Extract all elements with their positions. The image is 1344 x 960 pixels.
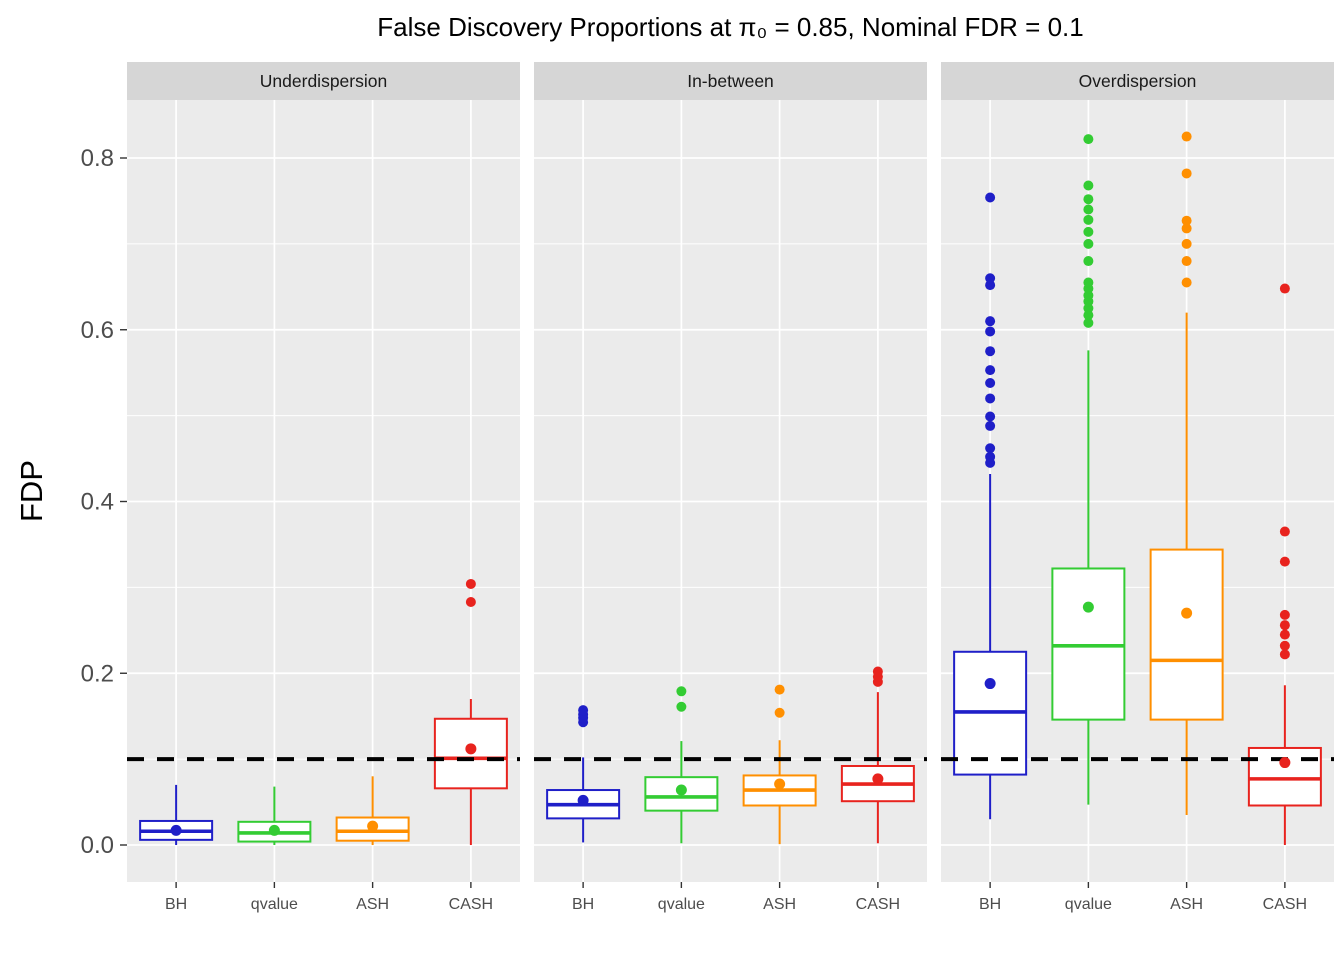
facet-strip (941, 62, 1334, 100)
outlier-point (1181, 215, 1192, 226)
outlier-point (1083, 317, 1094, 328)
outlier-point (985, 393, 996, 404)
x-tick-label: CASH (1263, 896, 1307, 913)
outlier-point (1279, 283, 1290, 294)
x-tick-label: ASH (763, 896, 796, 913)
mean-point (465, 743, 477, 755)
outlier-point (1279, 640, 1290, 651)
facet-strip (534, 62, 927, 100)
outlier-point (985, 365, 996, 376)
outlier-point (1083, 194, 1094, 205)
outlier-point (1083, 180, 1094, 191)
outlier-point (1083, 277, 1094, 288)
outlier-point (676, 701, 687, 712)
outlier-point (774, 707, 785, 718)
outlier-point (1083, 226, 1094, 237)
mean-point (1082, 601, 1094, 613)
facet-panel-underdispersion: Underdispersion BH qvalue ASH CASH (127, 62, 520, 913)
outlier-point (1279, 629, 1290, 640)
x-tick-label: ASH (1170, 896, 1203, 913)
outlier-point (1083, 303, 1094, 314)
outlier-point (465, 596, 476, 607)
panel-background (534, 100, 927, 882)
boxplot-ash (1149, 312, 1224, 815)
outlier-point (1279, 620, 1290, 631)
outlier-point (1181, 256, 1192, 267)
y-tick-label: 0.8 (81, 145, 114, 172)
mean-point (1279, 757, 1291, 769)
outlier-point (985, 411, 996, 422)
box (1149, 548, 1224, 721)
outlier-point (1279, 556, 1290, 567)
outlier-point (1181, 277, 1192, 288)
boxplot-bh (953, 474, 1028, 820)
outlier-point (985, 326, 996, 337)
x-tick-label: qvalue (1065, 896, 1112, 913)
mean-point (1181, 607, 1193, 619)
outlier-point (774, 684, 785, 695)
y-axis-label: FDP (14, 460, 49, 522)
facet-panel-overdispersion: Overdispersion BH qvalue ASH CASH (941, 62, 1334, 913)
x-tick-label: BH (979, 896, 1001, 913)
outlier-point (1083, 290, 1094, 301)
outlier-point (1083, 310, 1094, 321)
x-tick-label: BH (572, 896, 594, 913)
y-tick-label: 0.2 (81, 660, 114, 687)
mean-point (367, 820, 379, 832)
facet-strip (127, 62, 520, 100)
mean-point (268, 824, 280, 836)
outlier-point (1279, 649, 1290, 660)
outlier-point (985, 346, 996, 357)
chart-title: False Discovery Proportions at π₀ = 0.85… (377, 12, 1084, 42)
mean-point (984, 678, 996, 690)
mean-point (774, 778, 786, 790)
outlier-point (872, 666, 883, 677)
outlier-point (1181, 168, 1192, 179)
outlier-point (1083, 134, 1094, 145)
outlier-point (985, 451, 996, 462)
x-tick-label: CASH (449, 896, 493, 913)
y-tick-label: 0.4 (81, 489, 114, 516)
outlier-point (1083, 214, 1094, 225)
outlier-point (676, 686, 687, 697)
mean-point (872, 773, 884, 785)
outlier-point (985, 316, 996, 327)
outlier-point (1279, 526, 1290, 537)
mean-point (675, 784, 687, 796)
box (1247, 746, 1322, 807)
outlier-point (1279, 609, 1290, 620)
outlier-point (985, 273, 996, 284)
x-tick-label: ASH (356, 896, 389, 913)
outlier-point (1083, 238, 1094, 249)
x-tick-label: qvalue (658, 896, 705, 913)
boxplot-qvalue (1051, 350, 1126, 805)
x-tick-label: CASH (856, 896, 900, 913)
outlier-point (985, 443, 996, 454)
outlier-point (985, 280, 996, 291)
outlier-point (578, 705, 589, 716)
mean-point (170, 824, 182, 836)
outlier-point (1083, 256, 1094, 267)
outlier-point (1083, 204, 1094, 215)
x-tick-label: BH (165, 896, 187, 913)
outlier-point (985, 192, 996, 203)
outlier-point (985, 420, 996, 431)
x-tick-label: qvalue (251, 896, 298, 913)
facet-strip-label: In-between (687, 71, 774, 91)
y-tick-label: 0.0 (81, 832, 114, 859)
y-tick-label: 0.6 (81, 317, 114, 344)
facet-strip-label: Underdispersion (260, 71, 387, 91)
facet-panel-in-between: In-between BH qvalue ASH CASH (534, 62, 927, 913)
outlier-point (1181, 238, 1192, 249)
outlier-point (465, 578, 476, 589)
facet-strip-label: Overdispersion (1079, 71, 1197, 91)
outlier-point (985, 377, 996, 388)
outlier-point (1181, 223, 1192, 234)
outlier-point (1181, 131, 1192, 142)
mean-point (577, 794, 589, 806)
